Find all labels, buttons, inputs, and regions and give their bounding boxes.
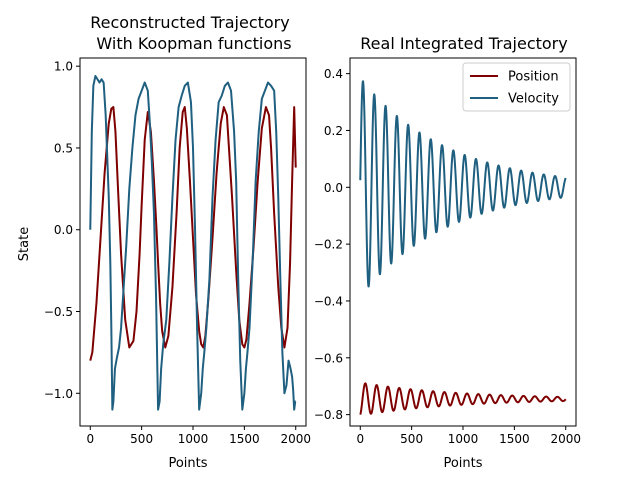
series-line-velocity-right xyxy=(359,80,567,288)
legend-label-position: Position xyxy=(508,70,559,85)
right-x-axis-label: Points xyxy=(443,456,482,471)
x-tick-label: 500 xyxy=(130,432,153,446)
series-line-position-right xyxy=(359,382,567,416)
y-tick-label: 0.4 xyxy=(324,67,343,81)
y-tick-label: 0.2 xyxy=(324,124,343,138)
x-tick-label: 0 xyxy=(356,432,364,446)
x-tick-label: 0 xyxy=(86,432,94,446)
left-chart-title-line2: With Koopman functions xyxy=(96,34,291,53)
x-tick-label: 1000 xyxy=(178,432,209,446)
y-tick-label: −1.0 xyxy=(44,387,73,401)
right-chart-panel: Real Integrated Trajectory 0 500 1000 1500 2… xyxy=(314,34,581,471)
left-chart-panel: Reconstructed Trajectory With Koopman fu… xyxy=(17,13,311,471)
left-chart-title-line1: Reconstructed Trajectory xyxy=(90,13,289,32)
y-tick-label: 0.0 xyxy=(54,223,73,237)
left-plot-area: 0 500 1000 1500 2000 1.0 0.5 0.0 −0.5 −1.0 xyxy=(44,57,311,446)
x-tick-label: 1500 xyxy=(229,432,260,446)
x-tick-label: 1500 xyxy=(499,432,530,446)
y-tick-label: −0.4 xyxy=(314,294,343,308)
x-tick-label: 2000 xyxy=(550,432,581,446)
x-tick-label: 2000 xyxy=(280,432,311,446)
left-y-axis-label: State xyxy=(17,227,32,261)
right-plot-area: 0 500 1000 1500 2000 0.4 0.2 0.0 −0.2 −0.4 −0.6 −0.… xyxy=(314,57,581,446)
y-tick-label: 0.0 xyxy=(324,181,343,195)
legend-label-velocity: Velocity xyxy=(508,92,559,107)
right-chart-title: Real Integrated Trajectory xyxy=(360,34,567,53)
x-tick-label: 1000 xyxy=(448,432,479,446)
y-tick-label: 1.0 xyxy=(54,60,73,74)
y-tick-label: −0.6 xyxy=(314,351,343,365)
series-line-velocity-left xyxy=(89,74,297,411)
y-tick-label: −0.2 xyxy=(314,238,343,252)
legend: Position Velocity xyxy=(462,62,571,112)
y-tick-label: 0.5 xyxy=(54,141,73,155)
x-tick-label: 500 xyxy=(400,432,423,446)
y-tick-label: −0.8 xyxy=(314,408,343,422)
y-tick-label: −0.5 xyxy=(44,305,73,319)
left-x-axis-label: Points xyxy=(168,456,207,471)
series-line-position-left xyxy=(89,106,297,361)
